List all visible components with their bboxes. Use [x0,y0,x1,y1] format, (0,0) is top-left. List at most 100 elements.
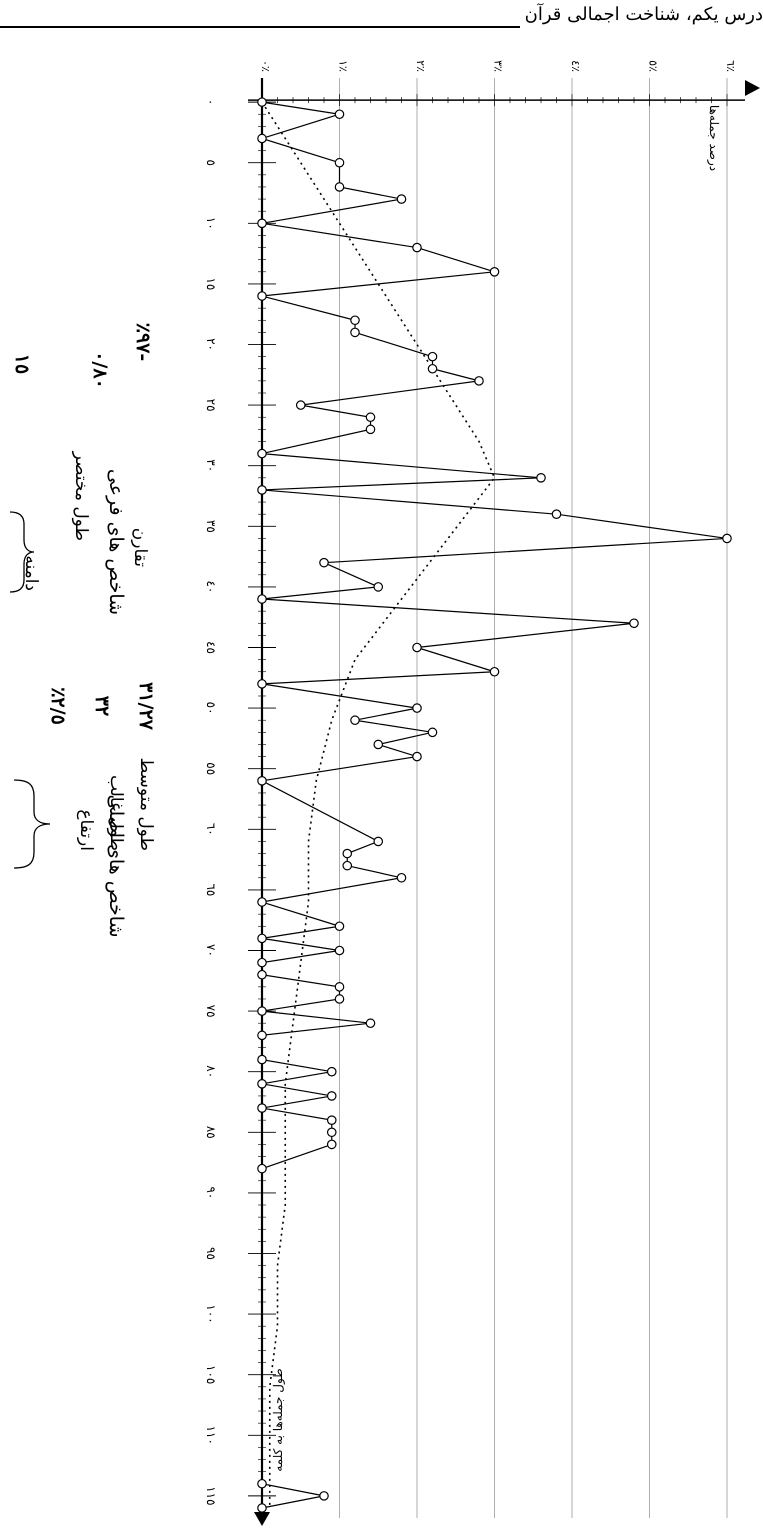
x-tick-label: ٩٥ [204,1247,218,1260]
data-point [257,448,267,459]
x-tick-label: ٤٥ [204,641,218,654]
x-tick-label: ٧٠ [204,944,218,957]
page-title: درس یکم، شناخت اجمالی قرآن [524,4,763,25]
data-point [257,133,267,144]
data-point [396,872,407,883]
x-tick-label: ٤٠ [204,580,218,593]
x-tick-label: ٦٥ [204,883,218,896]
data-point [536,473,546,483]
data-point [257,957,267,968]
trend-line [261,101,496,1508]
data-point [334,109,345,120]
data-point [257,897,267,907]
data-point [257,218,267,229]
data-point [373,739,384,750]
x-tick-label: ١٠٥ [204,1365,218,1384]
data-point [427,727,438,738]
data-point [257,679,267,689]
x-tick-label: ٦٠ [204,823,218,836]
x-axis-arrow [254,1512,270,1526]
x-tick-label: ٥ [204,159,218,165]
data-point [365,424,376,435]
data-point [334,182,345,192]
x-tick-label: ٣٥ [204,520,218,533]
data-point [257,969,267,980]
data-point [373,836,384,847]
data-point [412,242,422,253]
data-point [257,933,267,944]
data-point [257,1478,267,1489]
x-tick-label: ٥٠ [204,702,218,715]
data-point [427,363,438,374]
data-point [342,860,353,871]
axis-title-layer: درصد جمله‌ها طول جمله‌ها به کلمه [271,105,721,1472]
x-tick-label: ١١٥ [204,1486,218,1505]
x-tick-label: ٧٥ [204,1005,218,1018]
data-point [257,1030,267,1041]
x-tick-label: ١١٠ [204,1426,218,1445]
data-point [551,509,562,519]
data-point [350,715,360,726]
x-tick-label: ٣٠ [204,459,218,472]
x-tick-label: ٨٥ [204,1126,218,1139]
data-point [257,776,267,786]
data-point [257,1103,267,1113]
data-point [342,848,353,859]
data-point [412,751,422,762]
data-point [257,1163,267,1174]
data-point [319,1491,329,1501]
data-point [326,1127,337,1138]
data-point [334,994,345,1004]
y-axis-arrow [745,80,760,96]
series-layer [257,97,732,1513]
data-point [257,291,267,301]
x-tick-label: ٥٥ [204,762,218,775]
y-axis-title: درصد جمله‌ها [707,105,721,171]
header-rule [0,26,520,28]
data-point [334,945,345,956]
data-point [257,1079,267,1089]
y-tick-label: ٣٪ [492,60,505,72]
data-point [326,1139,337,1150]
sub-indicators-brace [9,511,35,593]
data-point [489,666,500,677]
data-point [295,400,306,410]
data-point [489,266,500,277]
y-tick-label: ٦٪ [724,60,737,72]
y-tick-label: ٤٪ [569,60,582,72]
data-point [350,315,360,326]
y-tick-label: ٢٪ [414,60,427,72]
data-point [334,982,345,992]
data-point [334,921,345,932]
x-tick-label: ٩٠ [204,1186,218,1199]
data-point [257,97,267,107]
data-point [412,703,422,713]
data-point [257,485,267,495]
x-axis-title: طول جمله‌ها به کلمه [271,1368,285,1472]
data-point [334,157,345,168]
trend-layer [261,101,496,1508]
data-point [257,1503,267,1513]
x-tick-label: ٨٠ [204,1065,218,1078]
y-tick-label: ٥٪ [647,60,660,72]
data-point [412,642,422,653]
x-tick-label: ٢٠ [204,338,218,351]
x-tick-label: ١٠٠ [204,1304,218,1323]
x-tick-label: ١٠ [204,217,218,230]
tick-label-layer: ٠٪ ١٪ ٢٪ ٣٪ ٤٪ ٥٪ ٦٪ ٠ ٥ ١٠ ١٥ ٢٠ ٢٥ ٣٠ ٣٥ ٤٠ ٤٥ ٥٠ ٥٥ ٦٠ ٦٥… [204,60,737,1505]
y-tick-label: ١٪ [337,60,350,72]
data-point [629,618,639,629]
x-tick-label: ٢٥ [204,399,218,412]
data-point [257,1006,267,1016]
data-point [350,327,360,338]
data-point [373,582,384,592]
main-indicators-brace [13,779,51,869]
data-point [365,412,376,423]
x-tick-label: ١٥ [204,277,218,290]
data-point [257,594,267,604]
data-point [326,1066,337,1077]
data-point [326,1091,337,1101]
data-point [396,194,407,204]
